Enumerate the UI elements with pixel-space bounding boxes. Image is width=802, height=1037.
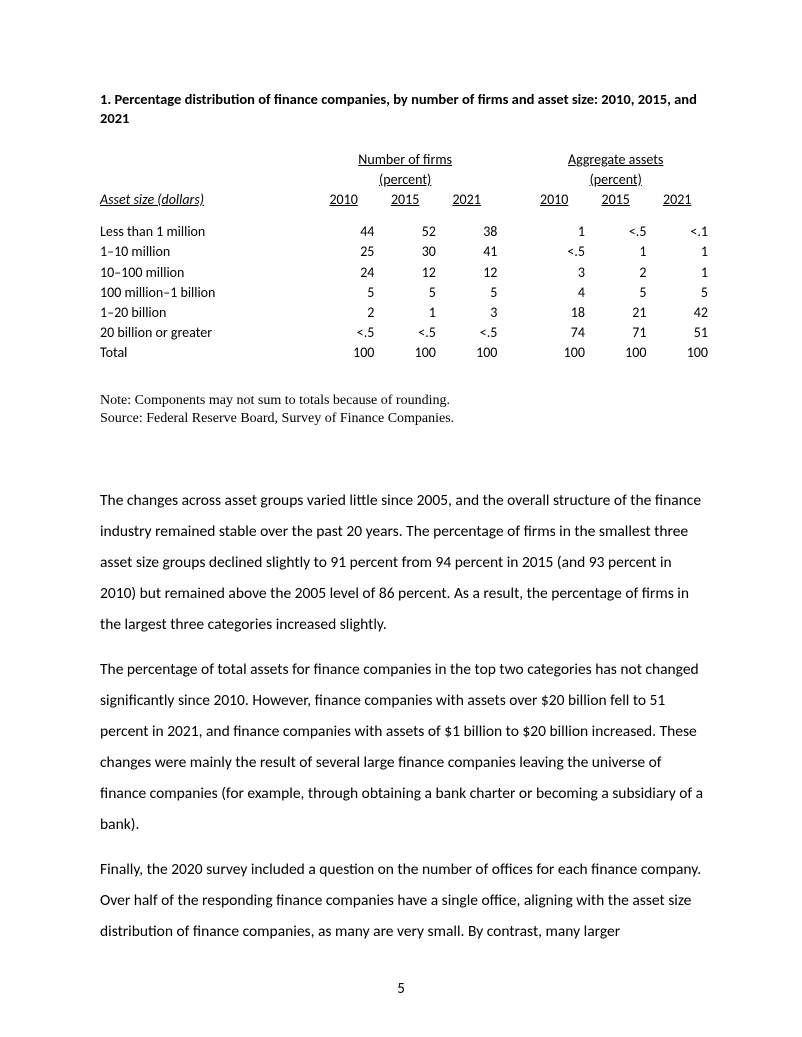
cell: 25 xyxy=(313,242,375,262)
cell: 30 xyxy=(374,242,436,262)
cell: 12 xyxy=(436,263,498,283)
cell: 3 xyxy=(523,263,585,283)
row-label: Total xyxy=(100,343,313,363)
row-label: 10–100 million xyxy=(100,263,313,283)
body-text: The changes across asset groups varied l… xyxy=(100,485,708,947)
cell: <.1 xyxy=(646,222,708,242)
table-title: 1. Percentage distribution of finance co… xyxy=(100,90,708,128)
cell: 100 xyxy=(313,343,375,363)
cell: 2 xyxy=(585,263,647,283)
cell: 24 xyxy=(313,263,375,283)
cell: 4 xyxy=(523,283,585,303)
cell: 100 xyxy=(374,343,436,363)
group-unit-assets: (percent) xyxy=(590,171,642,189)
cell: 38 xyxy=(436,222,498,242)
table-row: 1–10 million 25 30 41 <.5 1 1 xyxy=(100,242,708,262)
cell: 5 xyxy=(646,283,708,303)
cell: 2 xyxy=(313,303,375,323)
paragraph: The changes across asset groups varied l… xyxy=(100,485,708,640)
cell: 1 xyxy=(646,263,708,283)
table-row: Less than 1 million 44 52 38 1 <.5 <.1 xyxy=(100,222,708,242)
cell: 5 xyxy=(313,283,375,303)
table-row: 20 billion or greater <.5 <.5 <.5 74 71 … xyxy=(100,323,708,343)
group-header-assets: Aggregate assets xyxy=(568,151,663,169)
spacer-row xyxy=(100,210,708,222)
cell: 18 xyxy=(523,303,585,323)
cell: 100 xyxy=(436,343,498,363)
column-year-row: Asset size (dollars) 2010 2015 2021 2010… xyxy=(100,190,708,210)
row-label: Less than 1 million xyxy=(100,222,313,242)
table-row: 1–20 billion 2 1 3 18 21 42 xyxy=(100,303,708,323)
year-header: 2021 xyxy=(436,190,498,210)
cell: 12 xyxy=(374,263,436,283)
cell: 100 xyxy=(585,343,647,363)
cell: 74 xyxy=(523,323,585,343)
group-header-firms: Number of firms xyxy=(358,151,452,169)
group-header-row: Number of firms Aggregate assets xyxy=(100,150,708,170)
cell: 100 xyxy=(646,343,708,363)
row-label: 20 billion or greater xyxy=(100,323,313,343)
note-line: Note: Components may not sum to totals b… xyxy=(100,392,708,411)
cell: 5 xyxy=(436,283,498,303)
cell: 41 xyxy=(436,242,498,262)
row-label: 1–20 billion xyxy=(100,303,313,323)
year-header: 2015 xyxy=(585,190,647,210)
table-row: 100 million–1 billion 5 5 5 4 5 5 xyxy=(100,283,708,303)
cell: 100 xyxy=(523,343,585,363)
cell: <.5 xyxy=(585,222,647,242)
row-label: 1–10 million xyxy=(100,242,313,262)
cell: 5 xyxy=(585,283,647,303)
cell: 21 xyxy=(585,303,647,323)
table-row: 10–100 million 24 12 12 3 2 1 xyxy=(100,263,708,283)
cell: 3 xyxy=(436,303,498,323)
cell: <.5 xyxy=(436,323,498,343)
cell: 1 xyxy=(585,242,647,262)
distribution-table: Number of firms Aggregate assets (percen… xyxy=(100,150,708,364)
cell: <.5 xyxy=(313,323,375,343)
year-header: 2010 xyxy=(523,190,585,210)
group-unit-row: (percent) (percent) xyxy=(100,170,708,190)
page-number: 5 xyxy=(0,980,802,1000)
cell: 42 xyxy=(646,303,708,323)
source-line: Source: Federal Reserve Board, Survey of… xyxy=(100,410,708,429)
paragraph: The percentage of total assets for finan… xyxy=(100,654,708,840)
cell: 44 xyxy=(313,222,375,242)
cell: 1 xyxy=(523,222,585,242)
cell: 5 xyxy=(374,283,436,303)
cell: 51 xyxy=(646,323,708,343)
year-header: 2010 xyxy=(313,190,375,210)
cell: 71 xyxy=(585,323,647,343)
cell: 1 xyxy=(374,303,436,323)
year-header: 2015 xyxy=(374,190,436,210)
table-footnote: Note: Components may not sum to totals b… xyxy=(100,392,708,430)
document-page: 1. Percentage distribution of finance co… xyxy=(0,0,802,1037)
group-unit-firms: (percent) xyxy=(379,171,431,189)
cell: 52 xyxy=(374,222,436,242)
cell: <.5 xyxy=(374,323,436,343)
cell: <.5 xyxy=(523,242,585,262)
row-label: 100 million–1 billion xyxy=(100,283,313,303)
table-row-total: Total 100 100 100 100 100 100 xyxy=(100,343,708,363)
cell: 1 xyxy=(646,242,708,262)
row-header-label: Asset size (dollars) xyxy=(100,191,204,208)
year-header: 2021 xyxy=(646,190,708,210)
paragraph: Finally, the 2020 survey included a ques… xyxy=(100,854,708,947)
